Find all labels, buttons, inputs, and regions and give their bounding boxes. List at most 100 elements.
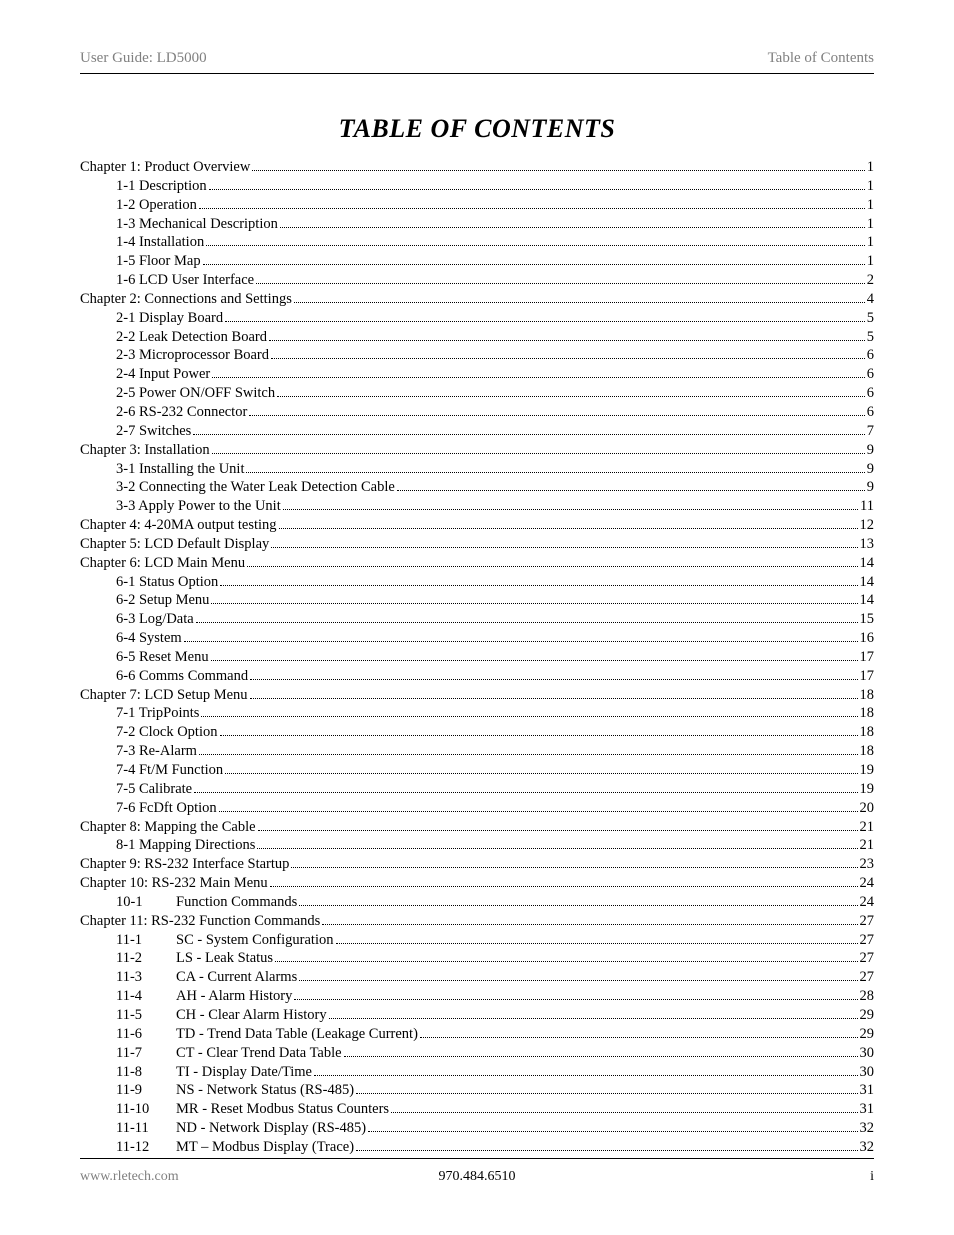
toc-entry-page: 29 <box>860 1025 875 1044</box>
toc-entry-page: 29 <box>860 1006 875 1025</box>
toc-entry[interactable]: 7-6 FcDft Option 20 <box>80 799 874 818</box>
toc-entry-number: 11-5 <box>116 1006 176 1025</box>
toc-entry[interactable]: 1-3 Mechanical Description1 <box>80 215 874 234</box>
toc-entry-page: 16 <box>860 629 875 648</box>
toc-entry[interactable]: 7-1 TripPoints18 <box>80 704 874 723</box>
toc-leader <box>275 961 857 962</box>
toc-entry-number: 11-4 <box>116 987 176 1006</box>
toc-entry-label: 1-2 Operation <box>116 196 197 215</box>
toc-entry[interactable]: 1-1 Description1 <box>80 177 874 196</box>
toc-leader <box>299 980 857 981</box>
toc-entry[interactable]: 11-11ND - Network Display (RS-485)32 <box>80 1119 874 1138</box>
toc-entry[interactable]: Chapter 11: RS-232 Function Commands27 <box>80 912 874 931</box>
toc-entry-page: 13 <box>860 535 875 554</box>
toc-entry[interactable]: 6-1 Status Option14 <box>80 573 874 592</box>
toc-entry-page: 2 <box>867 271 874 290</box>
toc-leader <box>184 641 858 642</box>
toc-entry[interactable]: 11-10MR - Reset Modbus Status Counters31 <box>80 1100 874 1119</box>
toc-entry[interactable]: 7-5 Calibrate19 <box>80 780 874 799</box>
toc-entry[interactable]: 11-5CH - Clear Alarm History29 <box>80 1006 874 1025</box>
footer-left: www.rletech.com <box>80 1169 179 1185</box>
toc-entry[interactable]: 8-1 Mapping Directions21 <box>80 836 874 855</box>
toc-entry[interactable]: Chapter 1: Product Overview1 <box>80 158 874 177</box>
toc-entry[interactable]: 11-2LS - Leak Status27 <box>80 949 874 968</box>
toc-entry[interactable]: Chapter 9: RS-232 Interface Startup23 <box>80 855 874 874</box>
toc-entry-page: 20 <box>860 799 875 818</box>
toc-entry[interactable]: 6-6 Comms Command17 <box>80 667 874 686</box>
toc-entry[interactable]: Chapter 10: RS-232 Main Menu24 <box>80 874 874 893</box>
toc-entry-page: 14 <box>860 591 875 610</box>
toc-entry[interactable]: 3-2 Connecting the Water Leak Detection … <box>80 478 874 497</box>
toc-entry[interactable]: 7-4 Ft/M Function 19 <box>80 761 874 780</box>
toc-entry-page: 19 <box>860 761 875 780</box>
toc-entry[interactable]: 1-2 Operation1 <box>80 196 874 215</box>
toc-leader <box>314 1075 858 1076</box>
toc-entry[interactable]: 6-4 System16 <box>80 629 874 648</box>
toc-entry[interactable]: 6-2 Setup Menu14 <box>80 591 874 610</box>
toc-entry-label: 7-5 Calibrate <box>116 780 192 799</box>
toc-entry-label: 7-2 Clock Option <box>116 723 218 742</box>
toc-entry[interactable]: 11-8TI - Display Date/Time30 <box>80 1063 874 1082</box>
toc-entry[interactable]: 2-4 Input Power6 <box>80 365 874 384</box>
toc-entry[interactable]: 7-2 Clock Option 18 <box>80 723 874 742</box>
toc-entry-label: 2-3 Microprocessor Board <box>116 346 269 365</box>
toc-entry-page: 4 <box>867 290 874 309</box>
toc-entry-page: 1 <box>867 252 874 271</box>
toc-entry[interactable]: 10-1Function Commands24 <box>80 893 874 912</box>
toc-entry[interactable]: 6-5 Reset Menu17 <box>80 648 874 667</box>
toc-entry-label: 11-9NS - Network Status (RS-485) <box>116 1081 354 1100</box>
toc-entry[interactable]: 2-2 Leak Detection Board 5 <box>80 328 874 347</box>
toc-entry[interactable]: 11-6TD - Trend Data Table (Leakage Curre… <box>80 1025 874 1044</box>
toc-entry[interactable]: 3-1 Installing the Unit9 <box>80 460 874 479</box>
toc-entry[interactable]: 11-4AH - Alarm History28 <box>80 987 874 1006</box>
toc-entry[interactable]: Chapter 4: 4-20MA output testing12 <box>80 516 874 535</box>
toc-entry[interactable]: Chapter 5: LCD Default Display13 <box>80 535 874 554</box>
toc-entry-number: 11-10 <box>116 1100 176 1119</box>
toc-entry[interactable]: 2-6 RS-232 Connector6 <box>80 403 874 422</box>
toc-entry-label: 7-4 Ft/M Function <box>116 761 223 780</box>
toc-entry-label: 3-3 Apply Power to the Unit <box>116 497 281 516</box>
toc-entry[interactable]: 11-3CA - Current Alarms27 <box>80 968 874 987</box>
toc-entry-label: 6-1 Status Option <box>116 573 218 592</box>
toc-entry-label: 2-4 Input Power <box>116 365 210 384</box>
toc-entry[interactable]: 3-3 Apply Power to the Unit11 <box>80 497 874 516</box>
toc-entry[interactable]: 6-3 Log/Data15 <box>80 610 874 629</box>
toc-entry-page: 28 <box>860 987 875 1006</box>
toc-entry[interactable]: 1-5 Floor Map1 <box>80 252 874 271</box>
toc-leader <box>299 905 857 906</box>
toc-entry[interactable]: 11-1SC - System Configuration27 <box>80 931 874 950</box>
toc-entry[interactable]: Chapter 8: Mapping the Cable21 <box>80 818 874 837</box>
toc-entry[interactable]: 11-7CT - Clear Trend Data Table30 <box>80 1044 874 1063</box>
toc-entry-text: LS - Leak Status <box>176 950 273 966</box>
toc-entry[interactable]: 11-9NS - Network Status (RS-485)31 <box>80 1081 874 1100</box>
toc-entry-text: SC - System Configuration <box>176 932 334 948</box>
toc-leader <box>356 1150 857 1151</box>
toc-entry-label: Chapter 1: Product Overview <box>80 158 250 177</box>
toc-entry-page: 7 <box>867 422 874 441</box>
toc-entry[interactable]: 1-6 LCD User Interface2 <box>80 271 874 290</box>
toc-entry[interactable]: Chapter 7: LCD Setup Menu18 <box>80 686 874 705</box>
toc-entry-page: 5 <box>867 328 874 347</box>
toc-entry-page: 18 <box>860 723 875 742</box>
toc-entry-label: 7-6 FcDft Option <box>116 799 217 818</box>
toc-entry[interactable]: 1-4 Installation1 <box>80 233 874 252</box>
toc-entry-label: 6-5 Reset Menu <box>116 648 209 667</box>
toc-entry[interactable]: Chapter 3: Installation9 <box>80 441 874 460</box>
toc-entry-number: 11-8 <box>116 1063 176 1082</box>
toc-entry-text: ND - Network Display (RS-485) <box>176 1120 366 1136</box>
toc-entry[interactable]: 2-5 Power ON/OFF Switch6 <box>80 384 874 403</box>
toc-entry[interactable]: 7-3 Re-Alarm18 <box>80 742 874 761</box>
toc-entry[interactable]: 11-12MT – Modbus Display (Trace)32 <box>80 1138 874 1157</box>
toc-entry-label: 2-2 Leak Detection Board <box>116 328 267 347</box>
toc-leader <box>250 679 857 680</box>
toc-entry[interactable]: Chapter 2: Connections and Settings4 <box>80 290 874 309</box>
toc-entry-page: 1 <box>867 215 874 234</box>
toc-leader <box>256 283 865 284</box>
toc-entry[interactable]: Chapter 6: LCD Main Menu14 <box>80 554 874 573</box>
toc-entry[interactable]: 2-1 Display Board5 <box>80 309 874 328</box>
toc-entry-label: 6-6 Comms Command <box>116 667 248 686</box>
toc-entry[interactable]: 2-3 Microprocessor Board6 <box>80 346 874 365</box>
toc-entry[interactable]: 2-7 Switches7 <box>80 422 874 441</box>
toc-entry-label: 10-1Function Commands <box>116 893 297 912</box>
toc-entry-page: 14 <box>860 554 875 573</box>
